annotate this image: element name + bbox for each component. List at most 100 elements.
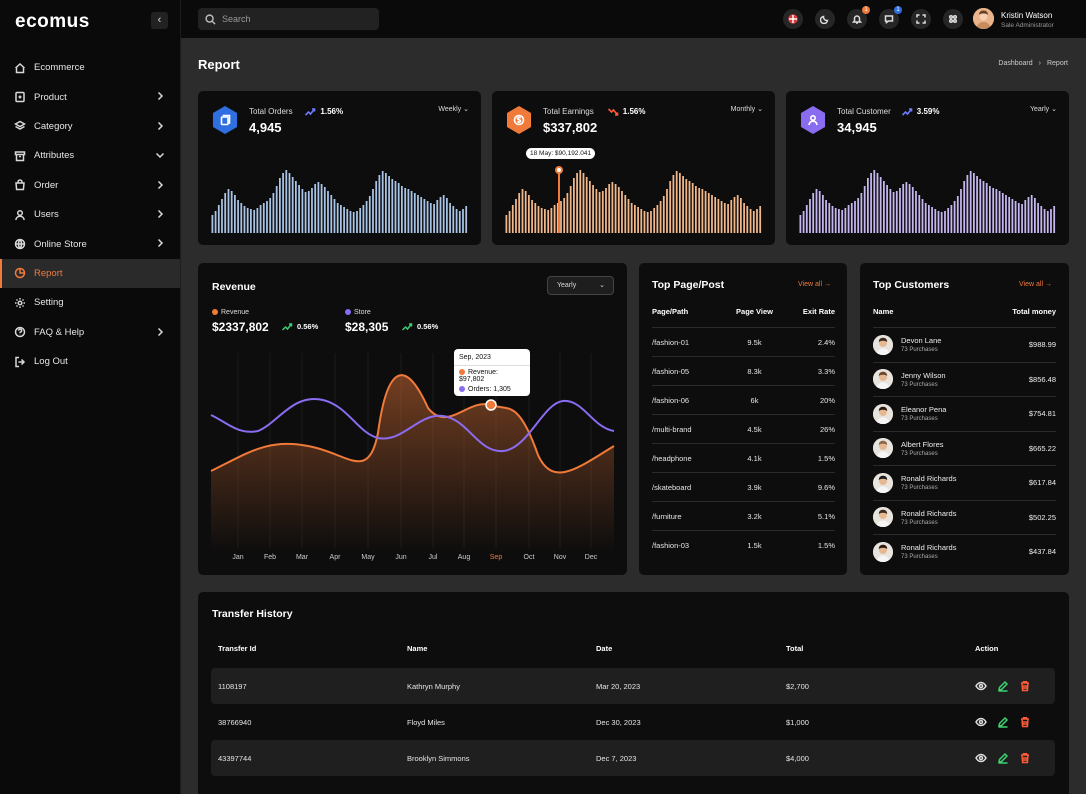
sidebar-item-attributes[interactable]: Attributes: [0, 141, 180, 170]
edit-button[interactable]: [997, 680, 1009, 692]
stat-bar: [524, 191, 527, 233]
stat-bar: [825, 200, 827, 233]
chevron-right-icon: [157, 92, 164, 101]
stat-bar: [931, 207, 933, 233]
stat-bar: [397, 183, 400, 233]
stat-bar: [899, 188, 901, 233]
customer-row[interactable]: Albert Flores 73 Purchases $665.22: [873, 430, 1056, 466]
chevron-down-icon: ⌄: [599, 282, 605, 289]
stat-period-dropdown[interactable]: Weekly ⌄: [438, 105, 469, 113]
month-label: Aug: [457, 554, 471, 561]
revenue-legend-label: Revenue: [221, 309, 250, 316]
stat-bar: [973, 173, 975, 233]
page-views: 1.5k: [747, 540, 762, 550]
stat-bar: [953, 201, 956, 233]
chevron-down-icon: ⌄: [1051, 106, 1057, 113]
delete-button[interactable]: [1019, 680, 1031, 692]
top-customers-view-all-link[interactable]: View all →: [1019, 281, 1052, 288]
tooltip-title: Sep, 2023: [459, 354, 491, 361]
exit-rate: 20%: [819, 395, 835, 405]
revenue-legend: Revenue: [212, 309, 249, 316]
sidebar-item-log-out[interactable]: Log Out: [0, 347, 180, 376]
stat-bar: [320, 184, 323, 233]
search-input[interactable]: Search: [198, 8, 379, 30]
sidebar-item-faq-help[interactable]: FAQ & Help: [0, 318, 180, 347]
stat-bar: [394, 181, 397, 233]
transfer-name: Floyd Miles: [407, 718, 445, 727]
stat-bar: [749, 209, 752, 233]
view-button[interactable]: [975, 716, 987, 728]
customer-row[interactable]: Ronald Richards 73 Purchases $617.84: [873, 465, 1056, 500]
sidebar-item-product[interactable]: Product: [0, 82, 180, 111]
revenue-period-select[interactable]: Yearly ⌄: [547, 276, 614, 295]
chat-icon: [884, 15, 894, 24]
stat-period-dropdown[interactable]: Yearly ⌄: [1030, 105, 1057, 113]
chevron-down-icon: [155, 153, 165, 159]
customer-row[interactable]: Eleanor Pena 73 Purchases $754.81: [873, 396, 1056, 431]
view-button[interactable]: [975, 752, 987, 764]
customer-row[interactable]: Ronald Richards 73 Purchases $502.25: [873, 499, 1056, 535]
customer-name: Ronald Richards: [901, 474, 957, 484]
customer-row[interactable]: Ronald Richards 73 Purchases $437.84: [873, 534, 1056, 569]
delete-button[interactable]: [1019, 752, 1031, 764]
stat-bar: [336, 203, 339, 233]
sidebar-item-category[interactable]: Category: [0, 112, 180, 141]
top-page-row[interactable]: /fashion-01 9.5k 2.4%: [652, 327, 835, 356]
customer-row[interactable]: Devon Lane 73 Purchases $988.99: [873, 327, 1056, 362]
top-page-row[interactable]: /headphone 4.1k 1.5%: [652, 443, 835, 472]
revenue-highlight-point[interactable]: [485, 399, 497, 411]
fullscreen-button[interactable]: [911, 9, 931, 29]
breadcrumb: Dashboard › Report: [998, 60, 1068, 67]
stat-period-dropdown[interactable]: Monthly ⌄: [731, 105, 763, 113]
store-line: [210, 397, 615, 453]
user-avatar[interactable]: [973, 8, 994, 29]
stat-bar-chart: [505, 169, 762, 233]
stat-bar: [595, 189, 598, 233]
logo: ecomus: [15, 11, 90, 32]
messages-button[interactable]: 1: [879, 6, 902, 29]
stat-bar: [886, 185, 888, 233]
sidebar-item-order[interactable]: Order: [0, 171, 180, 200]
stat-bar: [589, 181, 591, 233]
stat-bar: [870, 173, 872, 233]
col-name: Name: [407, 644, 428, 653]
theme-toggle-button[interactable]: [815, 9, 835, 29]
page-path: /fashion-06: [652, 395, 690, 405]
stat-bar: [627, 199, 630, 233]
customer-purchases: 73 Purchases: [901, 450, 938, 457]
edit-button[interactable]: [997, 716, 1009, 728]
stat-bar: [458, 211, 461, 233]
stat-bar: [227, 189, 230, 233]
breadcrumb-dashboard[interactable]: Dashboard: [998, 60, 1033, 67]
stat-bar: [921, 199, 924, 233]
top-page-row[interactable]: /fashion-05 8.3k 3.3%: [652, 356, 835, 385]
sidebar-item-online-store[interactable]: Online Store: [0, 229, 180, 258]
customer-name: Devon Lane: [901, 336, 942, 346]
sidebar-collapse-button[interactable]: ‹: [151, 12, 168, 29]
sidebar-item-users[interactable]: Users: [0, 200, 180, 229]
top-page-row[interactable]: /fashion-06 6k 20%: [652, 385, 835, 414]
stat-bar: [743, 203, 745, 233]
sidebar-item-report[interactable]: Report: [0, 258, 180, 289]
sidebar-item-ecommerce[interactable]: Ecommerce: [0, 53, 180, 82]
top-page-row[interactable]: /skateboard 3.9k 9.6%: [652, 472, 835, 501]
stat-bar: [534, 203, 537, 233]
notifications-button[interactable]: 1: [847, 6, 870, 29]
stat-bar: [323, 187, 326, 233]
stat-bar: [662, 196, 665, 233]
top-page-row[interactable]: /furniture 3.2k 5.1%: [652, 501, 835, 530]
stat-bar: [413, 193, 416, 233]
top-page-view-all-link[interactable]: View all →: [798, 281, 831, 288]
customer-row[interactable]: Jenny Wilson 73 Purchases $856.48: [873, 361, 1056, 397]
view-button[interactable]: [975, 680, 987, 692]
edit-button[interactable]: [997, 752, 1009, 764]
customer-name: Jenny Wilson: [901, 370, 946, 380]
top-page-row[interactable]: /multi-brand 4.5k 26%: [652, 414, 835, 443]
top-page-row[interactable]: /fashion-03 1.5k 1.5%: [652, 530, 835, 559]
delete-button[interactable]: [1019, 716, 1031, 728]
stat-bar: [947, 208, 950, 233]
sidebar-item-setting[interactable]: Setting: [0, 288, 180, 317]
earnings-highlight-point[interactable]: [555, 166, 563, 174]
language-button[interactable]: [783, 9, 803, 29]
apps-button[interactable]: [943, 9, 963, 29]
